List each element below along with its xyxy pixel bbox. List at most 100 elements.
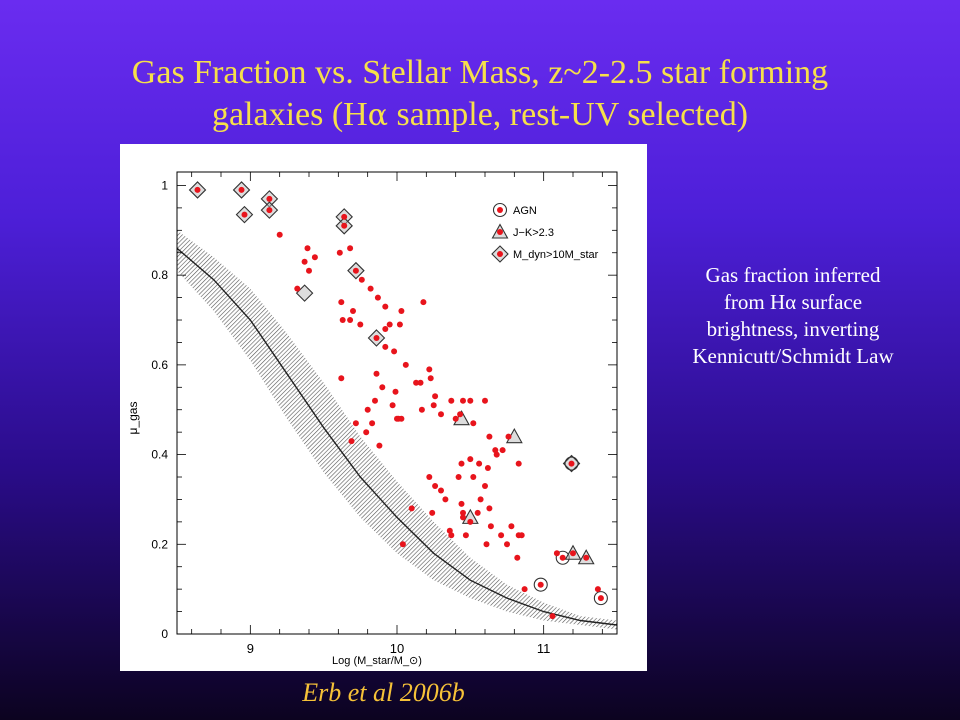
- data-point: [457, 411, 464, 418]
- data-point: [301, 258, 308, 265]
- data-point: [372, 397, 378, 404]
- note-line-1-text: Gas fraction inferred: [705, 263, 881, 287]
- legend-circle-icon: [492, 202, 508, 218]
- data-point: [597, 595, 604, 602]
- data-point: [194, 186, 201, 193]
- data-point: [486, 433, 493, 440]
- data-point: [426, 366, 433, 373]
- data-point: [369, 420, 376, 427]
- data-point: [392, 388, 399, 395]
- citation-credit: Erb et al 2006b: [302, 678, 465, 707]
- data-point: [448, 397, 455, 404]
- side-note: Gas fraction inferred from Hα surface br…: [648, 262, 938, 370]
- title-line-2-end: sample, rest-UV selected): [388, 96, 749, 133]
- data-point: [474, 509, 481, 516]
- data-point: [518, 532, 525, 539]
- gas-fraction-chart: 9 10 11 0 0.2 0.4 0.6 0.8 1 Log (M_star/M_⊙) μ_gas…: [126, 171, 618, 667]
- data-point: [364, 406, 371, 413]
- note-alpha-symbol: α: [785, 290, 797, 314]
- data-point: [515, 460, 522, 467]
- data-point: [448, 532, 455, 539]
- data-point: [467, 518, 474, 525]
- model-curve: [177, 247, 617, 626]
- data-point: [484, 465, 491, 471]
- title-line-1: Gas Fraction vs. Stellar Mass, z~2-2.5 s…: [131, 54, 829, 91]
- data-point: [348, 438, 355, 445]
- legend-label: AGN: [513, 205, 537, 217]
- data-point: [363, 429, 370, 436]
- data-point: [429, 509, 436, 516]
- note-line-3-text: brightness, inverting: [706, 317, 880, 341]
- data-point: [594, 586, 601, 593]
- data-point: [386, 321, 393, 328]
- y-tick-label: 0.8: [151, 268, 168, 282]
- note-line-2: from Hα surface: [648, 289, 938, 316]
- data-point: [537, 581, 544, 588]
- data-point: [470, 420, 477, 427]
- data-point: [399, 541, 406, 548]
- y-tick-label: 0: [161, 627, 168, 641]
- data-point: [376, 442, 383, 449]
- data-point: [396, 321, 403, 328]
- data-point: [467, 456, 474, 463]
- data-point: [357, 321, 364, 328]
- data-point: [426, 474, 433, 480]
- y-tick-label: 1: [161, 178, 168, 192]
- data-point: [398, 308, 405, 314]
- data-point: [347, 245, 354, 252]
- model-uncertainty-band: [177, 230, 617, 630]
- data-point: [553, 550, 560, 557]
- data-point: [455, 474, 462, 480]
- data-point: [382, 326, 389, 332]
- x-tick-label: 11: [537, 641, 551, 656]
- data-point: [427, 375, 434, 382]
- circle-marker-outline: [533, 577, 548, 592]
- data-point: [482, 483, 488, 489]
- data-point: [266, 207, 273, 214]
- data-point: [438, 411, 444, 418]
- data-point: [492, 447, 499, 454]
- data-point: [341, 213, 348, 220]
- legend-label: J−K>2.3: [513, 227, 554, 239]
- data-point: [499, 447, 506, 454]
- data-point: [338, 375, 345, 382]
- legend-point-icon: [497, 251, 503, 257]
- x-tick-label: 10: [390, 641, 404, 656]
- data-point: [432, 393, 439, 400]
- data-point: [391, 348, 398, 355]
- data-point: [352, 420, 359, 427]
- data-point: [420, 299, 427, 306]
- data-point: [476, 460, 483, 467]
- data-point: [241, 211, 248, 218]
- data-point: [373, 370, 380, 377]
- data-point: [339, 317, 346, 323]
- data-point: [460, 514, 466, 521]
- data-point: [559, 554, 566, 561]
- data-point: [498, 532, 505, 539]
- data-point: [486, 505, 493, 512]
- data-point: [311, 254, 318, 261]
- data-point: [508, 523, 515, 530]
- legend-label: M_dyn>10M_star: [513, 249, 599, 261]
- data-point: [549, 613, 556, 620]
- plot-panel: 9 10 11 0 0.2 0.4 0.6 0.8 1 Log (M_star/M_⊙) μ_gas…: [120, 144, 647, 671]
- circle-marker-outline: [593, 591, 608, 606]
- data-point: [306, 267, 312, 274]
- data-point: [438, 487, 444, 494]
- data-point: [458, 460, 465, 467]
- data-point: [418, 406, 425, 413]
- data-point: [570, 550, 576, 557]
- data-point: [352, 267, 359, 274]
- data-point: [402, 361, 409, 368]
- legend-point-icon: [497, 207, 503, 213]
- title-line-2: galaxies (Hα sample, rest-UV selected): [60, 94, 900, 137]
- note-line-2-end: surface: [796, 290, 863, 314]
- data-point: [408, 505, 415, 512]
- data-point: [341, 222, 348, 229]
- data-point: [477, 496, 484, 503]
- data-point: [430, 402, 437, 409]
- data-point: [373, 335, 380, 341]
- data-point: [338, 299, 345, 306]
- y-tick-label: 0.2: [151, 537, 168, 551]
- data-point: [382, 343, 389, 350]
